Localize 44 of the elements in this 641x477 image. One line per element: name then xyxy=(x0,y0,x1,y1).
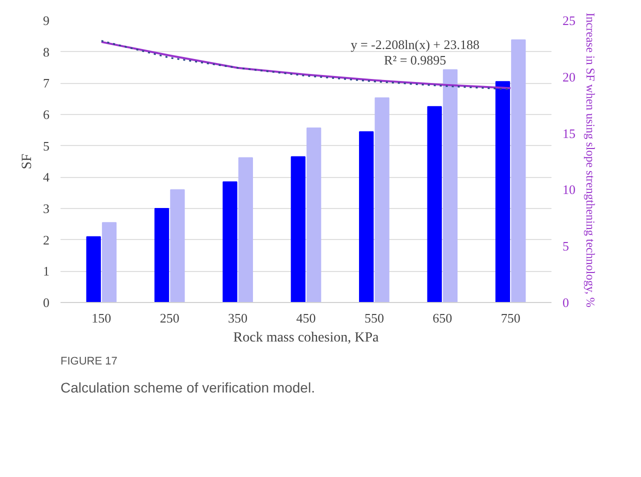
y2-tick-label: 10 xyxy=(562,182,576,198)
bar xyxy=(511,39,526,302)
y2-tick-label: 5 xyxy=(562,238,569,254)
caption: FIGURE 17 xyxy=(60,356,118,368)
y-tick-label: 5 xyxy=(43,138,50,154)
annotation: R² = 0.9895 xyxy=(384,52,446,68)
bar xyxy=(222,181,238,302)
y-tick-label: 4 xyxy=(43,170,50,185)
x-tick-label: 450 xyxy=(296,310,316,326)
bar xyxy=(154,208,170,302)
y-tick-label: 8 xyxy=(43,44,50,60)
y2-tick-label: 25 xyxy=(562,13,576,28)
bar xyxy=(86,236,101,302)
bar xyxy=(306,127,322,302)
y-tick-label: 0 xyxy=(43,295,50,310)
bar xyxy=(238,157,253,302)
bar xyxy=(374,97,390,302)
y-tick-label: 7 xyxy=(43,76,50,91)
annotation: y = -2.208ln(x) + 23.188 xyxy=(350,36,480,52)
y-tick-label: 3 xyxy=(43,201,50,216)
x-tick-label: 250 xyxy=(160,310,180,326)
y2-tick-label: 0 xyxy=(562,295,569,310)
bar xyxy=(102,222,117,302)
x-tick-label: 350 xyxy=(228,310,248,326)
x-tick-label: 150 xyxy=(92,310,112,326)
x-tick-label: 550 xyxy=(364,310,384,326)
x-tick-label: 750 xyxy=(500,310,520,326)
y-tick-label: 1 xyxy=(43,264,50,279)
x-axis-title: Rock mass cohesion, KPa xyxy=(233,330,380,346)
y-tick-label: 6 xyxy=(43,107,50,122)
bar xyxy=(290,156,306,302)
y2-tick-label: 15 xyxy=(562,126,576,141)
y-tick-label: 9 xyxy=(43,13,50,28)
y2-tick-label: 20 xyxy=(562,69,576,84)
bar xyxy=(427,106,442,302)
text: Calculation scheme of verification model. xyxy=(60,380,315,396)
bar xyxy=(495,81,510,302)
bar xyxy=(170,189,185,302)
bar xyxy=(359,131,374,302)
bar xyxy=(442,69,458,302)
x-tick-label: 650 xyxy=(432,310,452,326)
y-axis-title: SF xyxy=(20,154,35,170)
y-tick-label: 2 xyxy=(43,232,50,248)
y2-axis-title: Increase in SF when using slope strengthening technology, % xyxy=(584,12,598,308)
